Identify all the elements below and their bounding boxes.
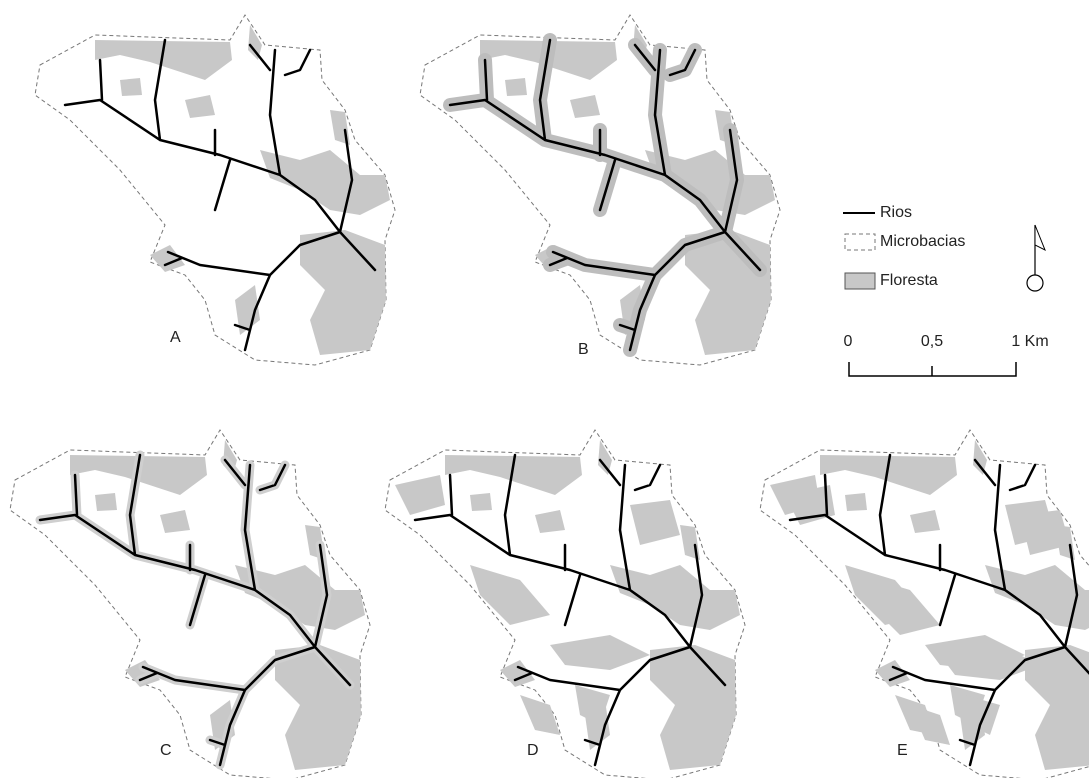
scale-label: 1 Km [1011,333,1048,350]
map-panel: B [420,15,780,365]
legend-boundary-symbol [845,234,875,250]
map-panel: E [760,430,1089,778]
panel-label: E [897,742,908,759]
north-arrow [1027,225,1045,291]
map-panel: C [10,430,370,778]
panel-label: B [578,341,589,358]
legend-forest-symbol [845,273,875,289]
legend-label: Microbacias [880,233,965,250]
legend-label: Floresta [880,272,938,289]
panel-label: A [170,329,181,346]
map-panel: D [385,430,745,778]
scale-label: 0 [844,333,853,350]
legend-label: Rios [880,204,912,221]
figure: A B C D E Rios Microbacias Floresta [0,0,1089,778]
panel-label: C [160,742,172,759]
legend: Rios Microbacias Floresta [843,204,965,289]
scale-bar: 0 0,5 1 Km [844,333,1049,376]
map-panel: A [35,15,395,365]
panel-label: D [527,742,539,759]
scale-label: 0,5 [921,333,943,350]
